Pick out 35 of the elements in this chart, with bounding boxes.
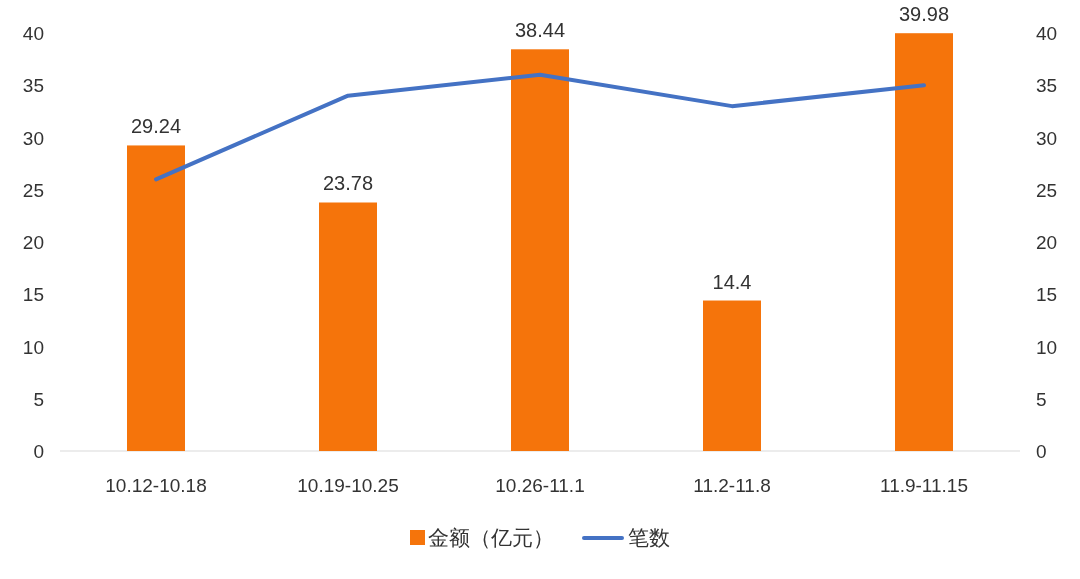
y2-tick-label: 30 xyxy=(1036,127,1058,149)
y2-tick-label: 25 xyxy=(1036,179,1058,201)
y-tick-label: 15 xyxy=(22,284,44,306)
data-label: 29.24 xyxy=(130,115,182,138)
legend-label: 金额（亿元） xyxy=(428,526,554,549)
data-label: 38.44 xyxy=(514,19,566,42)
bar xyxy=(511,49,569,451)
y2-tick-label: 10 xyxy=(1036,336,1058,358)
y-tick-label: 20 xyxy=(22,232,44,253)
y2-tick-label: 20 xyxy=(1036,232,1058,253)
bar xyxy=(127,145,185,451)
y-tick-label: 40 xyxy=(22,23,44,44)
x-tick-label: 11.2-11.8 xyxy=(693,475,771,496)
y2-tick-label: 35 xyxy=(1036,75,1058,97)
data-label: 39.98 xyxy=(898,3,950,26)
y2-tick-label: 5 xyxy=(1036,388,1047,410)
y-tick-label: 0 xyxy=(33,441,44,462)
bar xyxy=(895,33,953,451)
y-tick-label: 30 xyxy=(22,127,44,149)
x-tick-label: 10.19-10.25 xyxy=(297,475,399,496)
bar xyxy=(319,202,377,451)
x-tick-label: 10.12-10.18 xyxy=(105,475,207,496)
y-tick-label: 5 xyxy=(33,388,44,410)
x-tick-label: 10.26-11.1 xyxy=(495,475,585,496)
y2-tick-label: 40 xyxy=(1036,23,1058,44)
data-label: 14.4 xyxy=(712,270,752,293)
y-tick-label: 35 xyxy=(22,75,44,97)
legend-label: 笔数 xyxy=(628,526,670,549)
data-label: 23.78 xyxy=(322,172,374,195)
y2-tick-label: 0 xyxy=(1036,441,1047,462)
bar xyxy=(703,300,761,451)
y-tick-label: 25 xyxy=(22,179,44,201)
x-tick-label: 11.9-11.15 xyxy=(879,475,969,496)
y-tick-label: 10 xyxy=(22,336,44,358)
y2-tick-label: 15 xyxy=(1036,284,1058,306)
